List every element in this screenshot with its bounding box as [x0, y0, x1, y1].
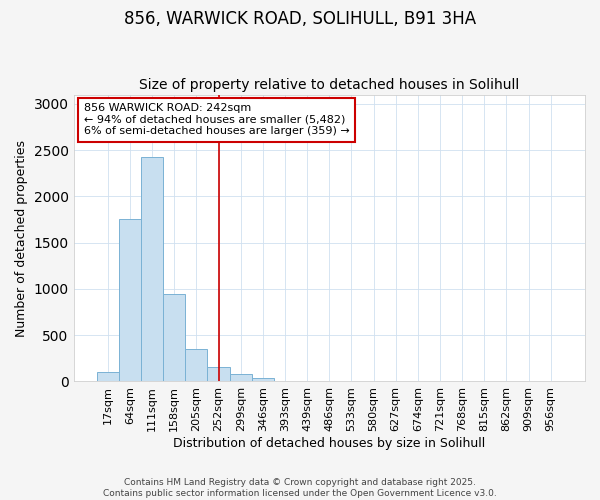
Bar — [274, 380, 296, 382]
Title: Size of property relative to detached houses in Solihull: Size of property relative to detached ho… — [139, 78, 520, 92]
Bar — [97, 372, 119, 382]
Text: 856, WARWICK ROAD, SOLIHULL, B91 3HA: 856, WARWICK ROAD, SOLIHULL, B91 3HA — [124, 10, 476, 28]
Bar — [208, 367, 230, 382]
Bar — [141, 158, 163, 382]
Text: Contains HM Land Registry data © Crown copyright and database right 2025.
Contai: Contains HM Land Registry data © Crown c… — [103, 478, 497, 498]
Bar — [252, 378, 274, 382]
Y-axis label: Number of detached properties: Number of detached properties — [15, 140, 28, 336]
X-axis label: Distribution of detached houses by size in Solihull: Distribution of detached houses by size … — [173, 437, 485, 450]
Bar — [230, 374, 252, 382]
Text: 856 WARWICK ROAD: 242sqm
← 94% of detached houses are smaller (5,482)
6% of semi: 856 WARWICK ROAD: 242sqm ← 94% of detach… — [84, 103, 350, 136]
Bar — [163, 294, 185, 382]
Bar — [119, 220, 141, 382]
Bar — [185, 349, 208, 382]
